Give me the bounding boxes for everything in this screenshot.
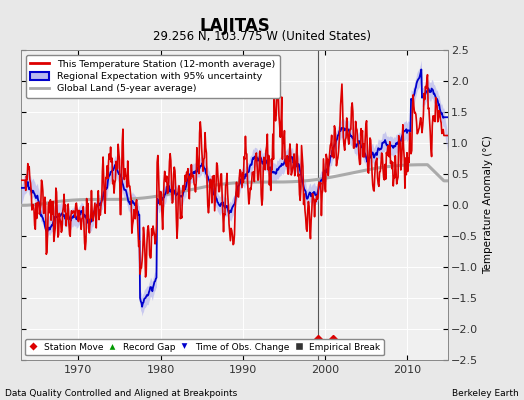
Text: Data Quality Controlled and Aligned at Breakpoints: Data Quality Controlled and Aligned at B… <box>5 389 237 398</box>
Text: Berkeley Earth: Berkeley Earth <box>452 389 519 398</box>
Title: LAJITAS: LAJITAS <box>199 16 270 34</box>
Legend: Station Move, Record Gap, Time of Obs. Change, Empirical Break: Station Move, Record Gap, Time of Obs. C… <box>26 339 384 356</box>
Y-axis label: Temperature Anomaly (°C): Temperature Anomaly (°C) <box>484 136 494 274</box>
Text: 29.256 N, 103.775 W (United States): 29.256 N, 103.775 W (United States) <box>153 30 371 43</box>
